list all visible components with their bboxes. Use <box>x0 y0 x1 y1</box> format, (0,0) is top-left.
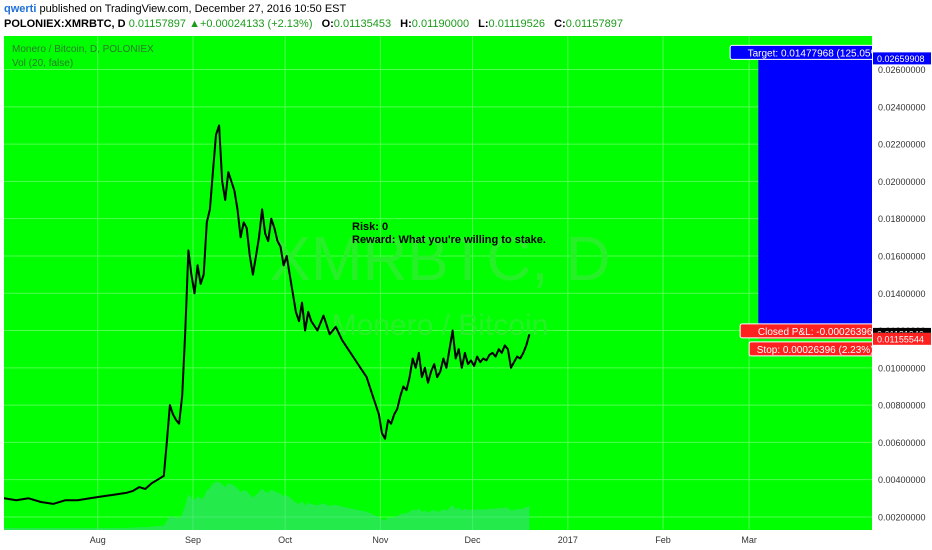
price-axis[interactable] <box>872 36 932 530</box>
change-up-icon: ▲ <box>189 18 200 30</box>
y-tick-label: 0.00600000 <box>878 438 926 448</box>
high-label: H: <box>400 18 412 30</box>
target-price-tag-box <box>873 52 931 65</box>
close-value: 0.01157897 <box>565 18 624 30</box>
ohlc-line: POLONIEX:XMRBTC, D 0.01157897 ▲+0.000241… <box>4 18 623 30</box>
y-tick-label: 0.01400000 <box>878 289 926 299</box>
legend-title: Monero / Bitcoin, D, POLONIEX <box>12 44 154 55</box>
chart-header: qwerti published on TradingView.com, Dec… <box>0 0 932 34</box>
watermark-symbol: XMRBTC, D <box>270 225 611 294</box>
y-tick-label: 0.02600000 <box>878 65 926 75</box>
last-price: 0.01157897 <box>128 18 186 30</box>
author-link[interactable]: qwerti <box>4 3 37 15</box>
symbol-label: POLONIEX:XMRBTC, D <box>4 18 126 30</box>
open-label: O: <box>321 18 334 30</box>
stop-price-tag: 0.01155544 <box>877 334 924 344</box>
grid-lines <box>4 36 872 530</box>
published-text: published on TradingView.com, December 2… <box>39 3 347 15</box>
position-labels: Target: 0.01477968 (125.05%) Closed P&L: … <box>729 44 901 357</box>
open-value: 0.01135453 <box>333 18 392 30</box>
publish-info: qwerti published on TradingView.com, Dec… <box>4 3 346 15</box>
price-line <box>3 124 531 505</box>
high-value: 0.01190000 <box>411 18 470 30</box>
y-tick-label: 0.02200000 <box>878 140 926 150</box>
target-zone <box>758 58 872 334</box>
legend-indicator: Vol (20, false) <box>12 58 73 69</box>
close-label: C: <box>554 18 566 30</box>
volume-bars <box>4 482 530 530</box>
y-tick-label: 0.00800000 <box>878 401 926 411</box>
x-tick-label: Mar <box>741 535 757 545</box>
target-price-tag: 0.02659908 <box>877 54 925 64</box>
closed-pnl-label: Closed P&L: -0.00026396 <box>758 327 873 338</box>
stop-label: Stop: 0.00026396 (2.23%) <box>757 345 874 356</box>
y-tick-label: 0.02000000 <box>878 177 926 187</box>
x-tick-label: Oct <box>278 535 293 545</box>
low-label: L: <box>478 18 489 30</box>
target-label: Target: 0.01477968 (125.05%) <box>748 48 883 59</box>
annotation-reward[interactable]: Reward: What you're willing to stake. <box>352 234 546 246</box>
x-tick-label: 2017 <box>558 535 578 545</box>
plot-background <box>4 36 872 530</box>
time-axis[interactable] <box>0 530 932 550</box>
time-axis-ticks: Aug Sep Oct Nov Dec 2017 Feb Mar <box>90 535 757 545</box>
x-tick-label: Aug <box>90 535 106 545</box>
price-axis-ticks: 0.02600000 0.02400000 0.02200000 0.02000000… <box>878 65 926 522</box>
x-tick-label: Nov <box>372 535 389 545</box>
stop-price-tag-box <box>873 332 931 345</box>
long-position-tool[interactable] <box>758 58 872 339</box>
annotation-risk[interactable]: Risk: 0 <box>352 221 388 233</box>
x-tick-label: Feb <box>655 535 671 545</box>
change-value: +0.00024133 (+2.13%) <box>199 18 313 30</box>
y-tick-label: 0.02400000 <box>878 102 926 112</box>
y-tick-label: 0.00400000 <box>878 475 926 485</box>
watermark-name: Monero / Bitcoin <box>332 309 549 342</box>
y-tick-label: 0.00200000 <box>878 512 926 522</box>
low-value: 0.01119526 <box>488 18 546 30</box>
y-tick-label: 0.01800000 <box>878 214 926 224</box>
x-tick-label: Dec <box>465 535 482 545</box>
volume-area <box>4 482 530 530</box>
y-tick-label: 0.01000000 <box>878 363 926 373</box>
y-tick-label: 0.01600000 <box>878 251 926 261</box>
x-tick-label: Sep <box>185 535 201 545</box>
